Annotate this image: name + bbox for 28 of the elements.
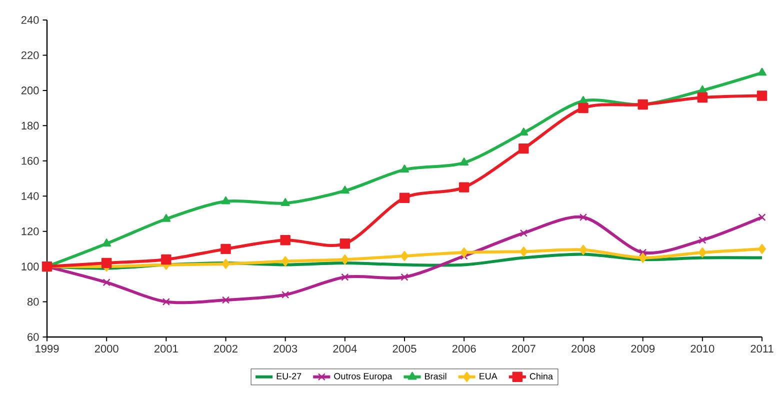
y-tick-label: 60 xyxy=(28,333,39,341)
legend-label: EUA xyxy=(480,373,498,380)
y-tick-label: 100 xyxy=(22,262,39,270)
x-tick-label: 2000 xyxy=(94,344,118,353)
x-tick-label: 2010 xyxy=(690,344,714,353)
y-tick-label: 200 xyxy=(21,86,39,94)
x-tick-label: 1999 xyxy=(36,344,59,353)
x-tick-label: 2002 xyxy=(214,344,238,353)
y-tick-label: 140 xyxy=(22,192,39,200)
y-tick-label: 160 xyxy=(22,157,39,165)
y-tick-label: 120 xyxy=(22,227,39,236)
legend-label: EU-27 xyxy=(276,373,302,380)
x-tick-label: 2009 xyxy=(631,344,655,353)
y-tick-label: 240 xyxy=(21,16,39,24)
x-tick-label: 2001 xyxy=(154,344,178,353)
x-tick-label: 2008 xyxy=(572,344,595,353)
x-tick-label: 2003 xyxy=(274,344,298,353)
y-tick-label: 180 xyxy=(22,122,39,130)
y-tick-label: 220 xyxy=(21,51,39,60)
x-tick-label: 2005 xyxy=(392,344,416,353)
x-tick-label: 2004 xyxy=(333,344,357,353)
y-tick-label: 80 xyxy=(27,298,39,306)
legend-label: China xyxy=(530,372,553,380)
x-tick-label: 2006 xyxy=(452,344,476,353)
legend-label: Outros Europa xyxy=(334,373,392,382)
x-tick-label: 2007 xyxy=(512,344,536,353)
x-tick-label: 2011 xyxy=(750,344,774,353)
legend-label: Brasil xyxy=(425,372,446,380)
